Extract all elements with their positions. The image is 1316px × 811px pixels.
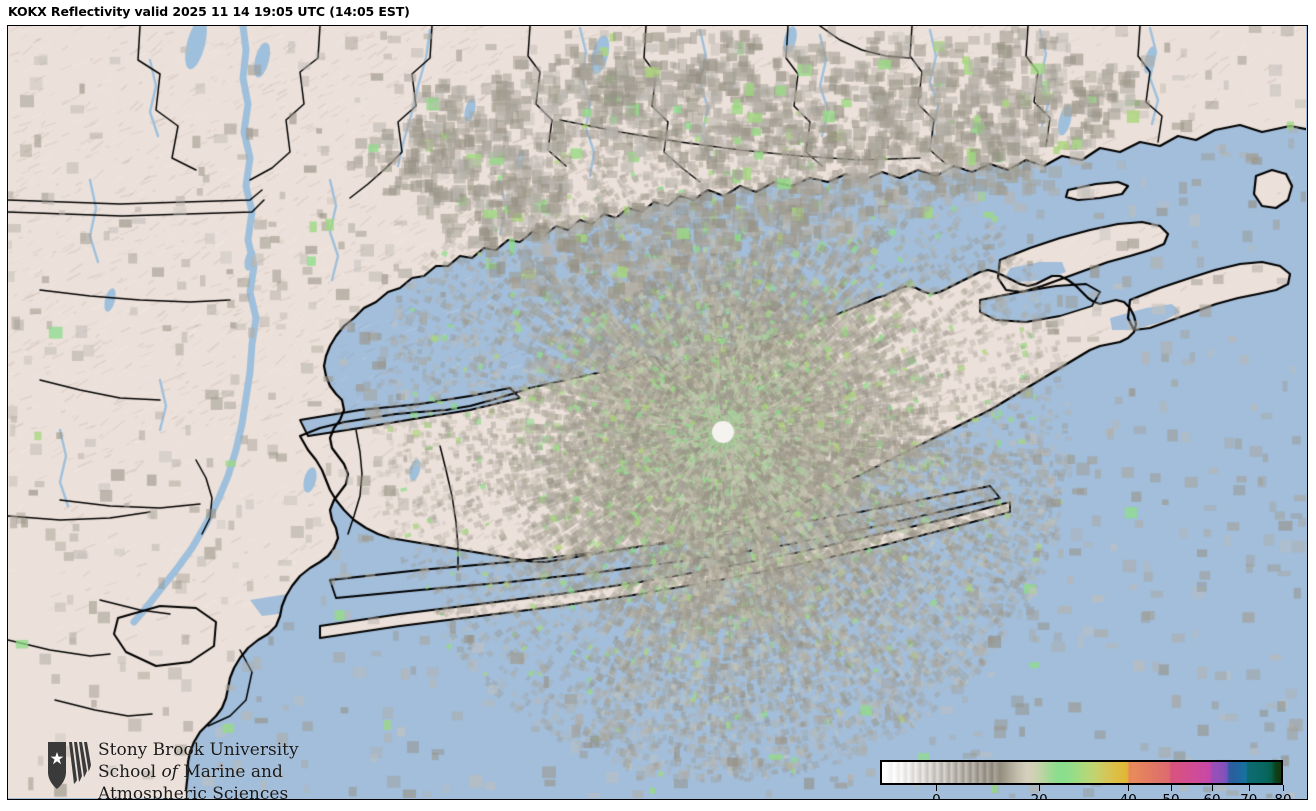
colorbar-tick-mark <box>1212 785 1214 791</box>
colorbar-tick-label: 0 <box>932 792 941 800</box>
reflectivity-colorbar: 0 20 40 50 60 70 80 <box>873 756 1293 800</box>
colorbar-tick-label: 80 <box>1274 792 1292 800</box>
colorbar-tick-label: 50 <box>1162 792 1180 800</box>
page-title: KOKX Reflectivity valid 2025 11 14 19:05… <box>8 4 410 19</box>
colorbar-tick-mark <box>1039 785 1041 791</box>
radar-map-canvas[interactable] <box>8 26 1306 798</box>
title-bar: KOKX Reflectivity valid 2025 11 14 19:05… <box>0 0 1316 25</box>
colorbar-tick-mark <box>1170 785 1172 791</box>
colorbar-tick-mark <box>936 785 938 791</box>
radar-map-frame[interactable]: 0 20 40 50 60 70 80 Stony Brook University Sch… <box>7 25 1308 800</box>
colorbar-tick-label: 70 <box>1240 792 1258 800</box>
colorbar-tick-mark <box>1283 785 1284 791</box>
colorbar-tick-label: 40 <box>1119 792 1137 800</box>
colorbar-tick-mark <box>1128 785 1130 791</box>
colorbar-tick-label: 60 <box>1203 792 1221 800</box>
colorbar-tick-label: 20 <box>1030 792 1048 800</box>
colorbar-tick-mark <box>1248 785 1250 791</box>
colorbar-gradient <box>880 760 1283 785</box>
